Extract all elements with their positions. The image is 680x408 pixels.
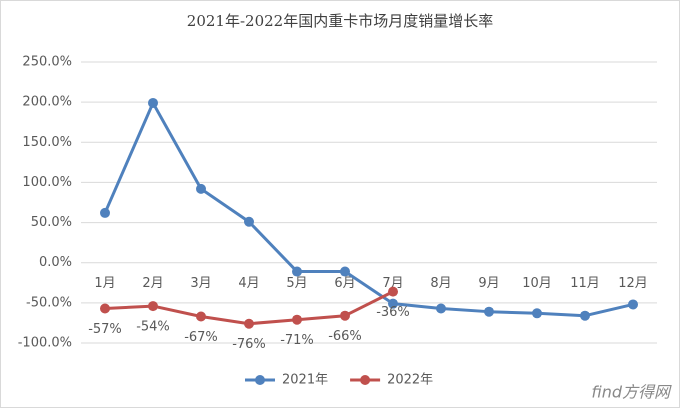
point <box>436 303 446 314</box>
y-tick-label: 50.0% <box>31 215 72 230</box>
legend-label: 2021年 <box>282 373 328 388</box>
point <box>148 301 158 312</box>
x-tick-label: 1月 <box>94 276 115 291</box>
point <box>388 286 398 297</box>
point <box>484 306 494 317</box>
point <box>532 308 542 319</box>
point <box>292 314 302 325</box>
point <box>580 310 590 321</box>
point <box>292 266 302 277</box>
x-tick-label: 12月 <box>618 276 648 291</box>
watermark: find方得网 <box>591 383 672 402</box>
point <box>340 266 350 277</box>
y-tick-label: 100.0% <box>22 175 72 190</box>
data-label: -71% <box>280 333 314 348</box>
point <box>196 311 206 322</box>
x-tick-label: 9月 <box>478 276 499 291</box>
x-tick-label: 2月 <box>142 276 163 291</box>
point <box>388 298 398 309</box>
x-tick-label: 11月 <box>570 276 600 291</box>
y-tick-label: 0.0% <box>39 255 72 270</box>
legend-marker <box>360 375 371 385</box>
x-tick-label: 8月 <box>430 276 451 291</box>
point <box>244 216 254 227</box>
y-tick-label: 250.0% <box>22 55 72 70</box>
x-tick-label: 6月 <box>334 276 355 291</box>
point <box>100 303 110 314</box>
y-tick-label: 150.0% <box>22 135 72 150</box>
x-tick-label: 4月 <box>238 276 259 291</box>
x-tick-label: 10月 <box>522 276 552 291</box>
point <box>100 207 110 218</box>
point <box>196 183 206 194</box>
data-label: -36% <box>376 305 410 320</box>
y-tick-label: -50.0% <box>26 295 72 310</box>
point <box>628 299 638 310</box>
point <box>340 310 350 321</box>
point <box>244 318 254 329</box>
legend-label: 2022年 <box>387 373 433 388</box>
y-tick-label: -100.0% <box>18 336 72 351</box>
data-label: -54% <box>136 320 170 335</box>
data-label: -57% <box>88 322 122 337</box>
point <box>148 97 158 108</box>
chart-title: 2021年-2022年国内重卡市场月度销量增长率 <box>187 12 493 30</box>
data-label: -67% <box>184 330 218 345</box>
series-line <box>103 101 634 318</box>
y-tick-label: 200.0% <box>22 95 72 110</box>
data-label: -66% <box>328 329 362 344</box>
legend-marker <box>255 375 265 385</box>
x-tick-label: 3月 <box>190 276 211 291</box>
x-tick-label: 5月 <box>286 276 307 291</box>
x-tick-label: 7月 <box>382 276 403 291</box>
data-label: -76% <box>232 337 266 352</box>
